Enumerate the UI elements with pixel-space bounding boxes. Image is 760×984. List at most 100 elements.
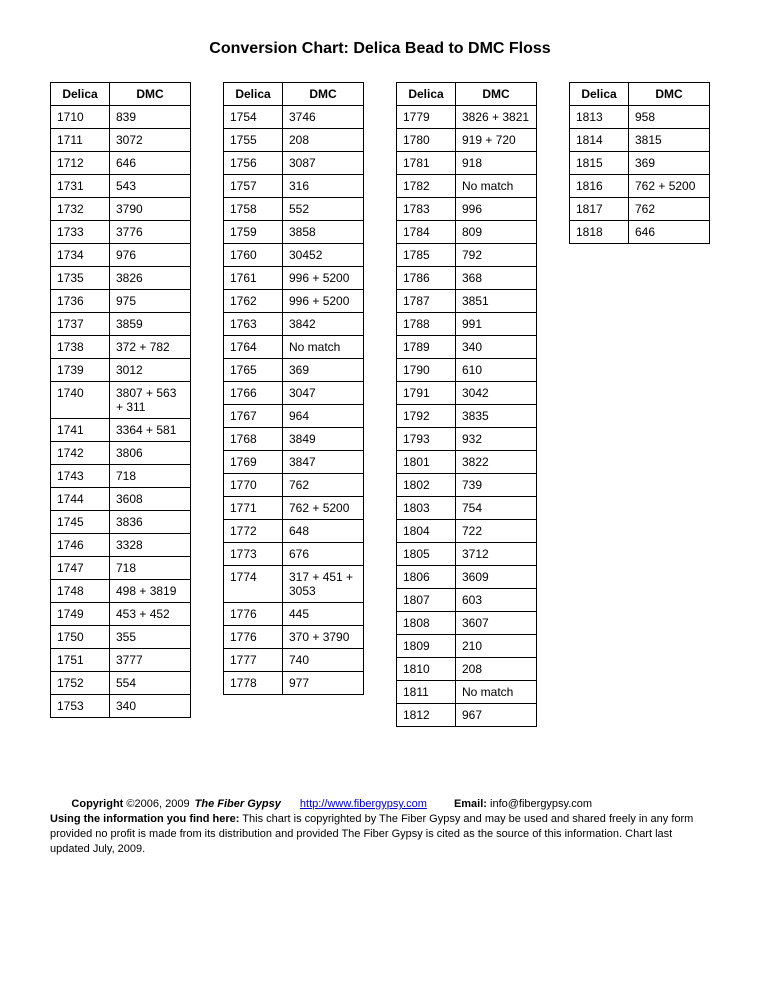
delica-cell: 1766 [224,382,283,405]
dmc-cell: 498 + 3819 [110,580,191,603]
dmc-cell: 3826 + 3821 [456,106,537,129]
delica-cell: 1739 [51,359,110,382]
delica-cell: 1807 [397,589,456,612]
table-row: 1753340 [51,695,191,718]
dmc-cell: 208 [283,129,364,152]
delica-cell: 1818 [570,221,629,244]
table-row: 17913042 [397,382,537,405]
table-row: 1817762 [570,198,710,221]
delica-cell: 1780 [397,129,456,152]
dmc-cell: 718 [110,557,191,580]
site-url-link[interactable]: http://www.fibergypsy.com [300,798,427,810]
delica-cell: 1785 [397,244,456,267]
delica-cell: 1753 [51,695,110,718]
delica-cell: 1760 [224,244,283,267]
table-row: 1778977 [224,672,364,695]
dmc-cell: 369 [629,152,710,175]
table-row: 1784809 [397,221,537,244]
delica-cell: 1710 [51,106,110,129]
dmc-cell: 370 + 3790 [283,626,364,649]
dmc-cell: 676 [283,543,364,566]
col-header-dmc: DMC [283,83,364,106]
delica-cell: 1756 [224,152,283,175]
table-row: 1809210 [397,635,537,658]
dmc-cell: 964 [283,405,364,428]
delica-cell: 1806 [397,566,456,589]
delica-cell: 1788 [397,313,456,336]
dmc-cell: 543 [110,175,191,198]
delica-cell: 1764 [224,336,283,359]
dmc-cell: 3822 [456,451,537,474]
dmc-cell: 3072 [110,129,191,152]
table-row: 1782No match [397,175,537,198]
delica-cell: 1752 [51,672,110,695]
dmc-cell: 603 [456,589,537,612]
delica-cell: 1761 [224,267,283,290]
dmc-cell: 3777 [110,649,191,672]
table-row: 1802739 [397,474,537,497]
delica-cell: 1781 [397,152,456,175]
dmc-cell: 30452 [283,244,364,267]
table-row: 1786368 [397,267,537,290]
delica-cell: 1763 [224,313,283,336]
dmc-cell: 762 + 5200 [283,497,364,520]
table-row: 1777740 [224,649,364,672]
site-name: The Fiber Gypsy [195,798,281,810]
dmc-cell: 996 + 5200 [283,290,364,313]
usage-label: Using the information you find here: [50,813,239,825]
dmc-cell: 3776 [110,221,191,244]
delica-cell: 1769 [224,451,283,474]
delica-cell: 1805 [397,543,456,566]
table-row: 17443608 [51,488,191,511]
delica-cell: 1811 [397,681,456,704]
dmc-cell: 754 [456,497,537,520]
dmc-cell: 3790 [110,198,191,221]
dmc-cell: 3807 + 563 + 311 [110,382,191,419]
delica-cell: 1783 [397,198,456,221]
delica-cell: 1801 [397,451,456,474]
delica-cell: 1757 [224,175,283,198]
delica-cell: 1817 [570,198,629,221]
dmc-cell: 340 [110,695,191,718]
dmc-cell: 958 [629,106,710,129]
col-header-dmc: DMC [629,83,710,106]
delica-cell: 1789 [397,336,456,359]
table-row: 1770762 [224,474,364,497]
delica-cell: 1735 [51,267,110,290]
dmc-cell: 3835 [456,405,537,428]
delica-cell: 1734 [51,244,110,267]
dmc-cell: 3842 [283,313,364,336]
delica-cell: 1778 [224,672,283,695]
email-label: Email: [454,798,487,810]
delica-cell: 1777 [224,649,283,672]
delica-cell: 1812 [397,704,456,727]
dmc-cell: 3042 [456,382,537,405]
dmc-cell: 445 [283,603,364,626]
dmc-cell: 967 [456,704,537,727]
delica-cell: 1771 [224,497,283,520]
dmc-cell: 3608 [110,488,191,511]
dmc-cell: 3047 [283,382,364,405]
table-row: 1815369 [570,152,710,175]
table-row: 1772648 [224,520,364,543]
table-row: 17403807 + 563 + 311 [51,382,191,419]
delica-cell: 1732 [51,198,110,221]
table-row: 1785792 [397,244,537,267]
table-row: 1734976 [51,244,191,267]
dmc-cell: 3607 [456,612,537,635]
copyright-years: ©2006, 2009 [126,798,189,810]
delica-cell: 1774 [224,566,283,603]
table-row: 1748498 + 3819 [51,580,191,603]
table-row: 17513777 [51,649,191,672]
table-row: 17683849 [224,428,364,451]
delica-cell: 1712 [51,152,110,175]
delica-cell: 1711 [51,129,110,152]
table-row: 1743718 [51,465,191,488]
table-row: 18143815 [570,129,710,152]
table-row: 1776445 [224,603,364,626]
delica-cell: 1786 [397,267,456,290]
email-address: info@fibergypsy.com [490,798,592,810]
table-row: 1747718 [51,557,191,580]
table-row: 18053712 [397,543,537,566]
dmc-cell: 368 [456,267,537,290]
